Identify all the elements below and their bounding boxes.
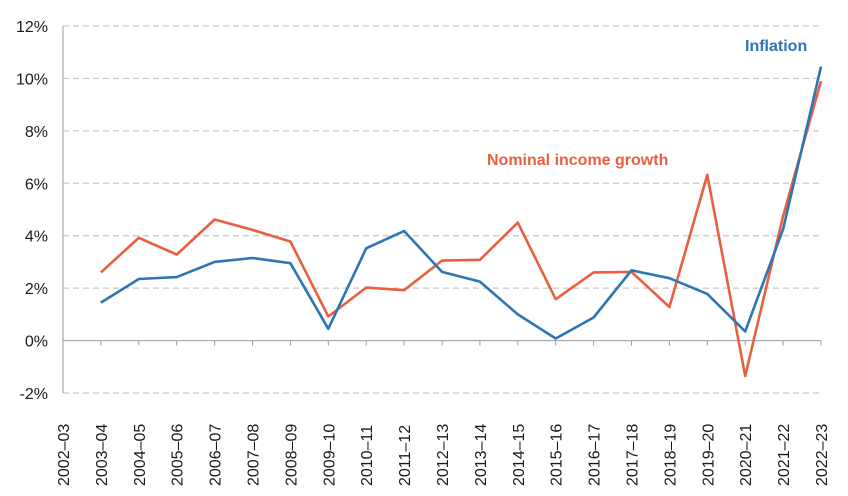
x-tick-label: 2005–06 bbox=[170, 424, 187, 486]
y-tick-label: 4% bbox=[25, 229, 48, 246]
y-tick-label: 6% bbox=[25, 176, 48, 193]
y-tick-label: -2% bbox=[20, 386, 48, 403]
series-label-nominal-income-growth: Nominal income growth bbox=[487, 152, 668, 169]
x-tick-label: 2013–14 bbox=[473, 424, 490, 486]
series-line-nominal-income-growth bbox=[100, 80, 823, 378]
x-tick-label: 2021–22 bbox=[776, 424, 793, 486]
y-tick-label: 12% bbox=[16, 19, 48, 36]
x-tick-label: 2002–03 bbox=[56, 424, 73, 486]
x-axis-tick-labels: 2002–03 2003–04 2004–05 2005–06 2006–07 2007–… bbox=[56, 424, 831, 486]
x-tick-label: 2015–16 bbox=[549, 424, 566, 486]
y-tick-label: 2% bbox=[25, 281, 48, 298]
y-tick-label: 0% bbox=[25, 334, 48, 351]
x-tick-label: 2008–09 bbox=[283, 424, 300, 486]
x-tick-label: 2010–11 bbox=[359, 425, 376, 486]
x-tick-label: 2007–08 bbox=[246, 424, 263, 486]
x-tick-label: 2019–20 bbox=[700, 424, 717, 486]
x-tick-label: 2014–15 bbox=[511, 424, 528, 486]
x-tick-label: 2012–13 bbox=[435, 424, 452, 486]
y-tick-label: 10% bbox=[16, 71, 48, 88]
y-axis-tick-labels: -2% 0% 2% 4% 6% 8% 10% 12% bbox=[16, 19, 48, 403]
axes bbox=[62, 26, 822, 393]
series-label-inflation: Inflation bbox=[745, 38, 807, 55]
series-lines bbox=[100, 66, 823, 378]
x-tick-label: 2017–18 bbox=[625, 424, 642, 486]
gridlines bbox=[63, 25, 821, 394]
x-tick-label: 2011–12 bbox=[397, 425, 414, 486]
x-tick-label: 2004–05 bbox=[132, 424, 149, 486]
x-tick-label: 2020–21 bbox=[738, 424, 755, 486]
x-tick-label: 2022–23 bbox=[814, 424, 831, 486]
series-line-inflation bbox=[100, 66, 823, 340]
y-tick-label: 8% bbox=[25, 124, 48, 141]
x-tick-label: 2016–17 bbox=[587, 424, 604, 486]
x-tick-label: 2006–07 bbox=[208, 424, 225, 486]
x-tick-label: 2018–19 bbox=[662, 424, 679, 486]
x-tick-label: 2003–04 bbox=[94, 424, 111, 486]
x-tick-label: 2009–10 bbox=[321, 424, 338, 486]
